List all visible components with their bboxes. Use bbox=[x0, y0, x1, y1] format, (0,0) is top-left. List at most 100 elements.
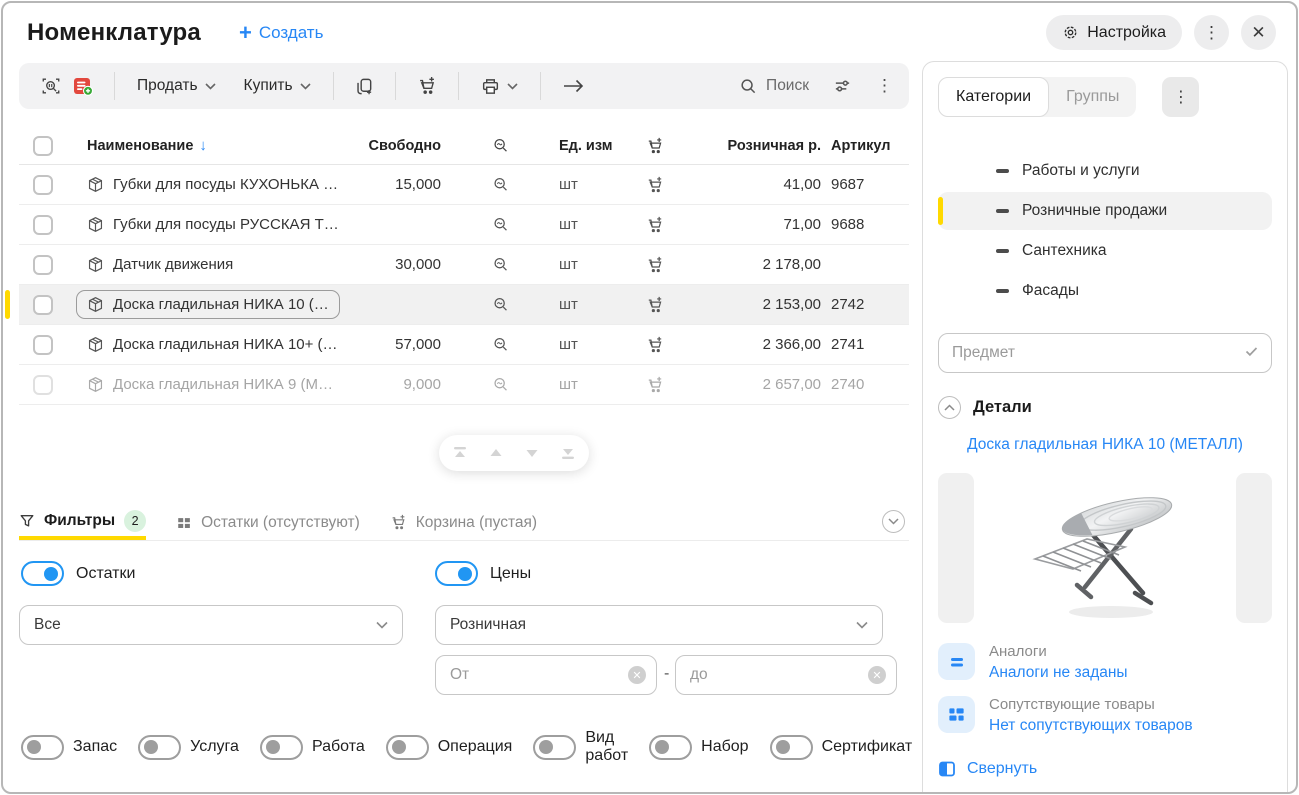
clear-icon[interactable]: ✕ bbox=[868, 666, 886, 684]
product-image[interactable] bbox=[974, 467, 1236, 629]
add-to-cart-icon[interactable] bbox=[625, 376, 685, 394]
category-label: Розничные продажи bbox=[1022, 202, 1168, 219]
sell-button[interactable]: Продать bbox=[130, 77, 223, 95]
toolbar-kebab-button[interactable]: ⋮ bbox=[876, 76, 893, 95]
package-icon bbox=[88, 377, 103, 392]
table-row[interactable]: Губки для посуды РУССКАЯ Т… шт 71,00 968… bbox=[19, 205, 909, 245]
price-to-input[interactable] bbox=[690, 666, 868, 684]
subject-select[interactable]: Предмет bbox=[938, 333, 1272, 373]
select-all-checkbox[interactable] bbox=[33, 135, 53, 156]
price-monitor-icon[interactable] bbox=[441, 216, 559, 233]
tab-groups[interactable]: Группы bbox=[1066, 88, 1120, 105]
column-retail[interactable]: Розничная р. bbox=[727, 137, 821, 154]
search-button[interactable]: Поиск bbox=[740, 77, 809, 95]
new-document-button[interactable] bbox=[67, 76, 99, 96]
settings-button[interactable]: Настройка bbox=[1046, 15, 1182, 50]
price-monitor-icon[interactable] bbox=[441, 256, 559, 273]
tab-filters[interactable]: Фильтры 2 bbox=[19, 505, 147, 540]
category-item[interactable]: Фасады bbox=[938, 272, 1272, 310]
go-first-icon[interactable] bbox=[446, 439, 474, 467]
row-checkbox[interactable] bbox=[33, 174, 53, 195]
table-row[interactable]: Датчик движения 30,000 шт 2 178,00 bbox=[19, 245, 909, 285]
copy-add-button[interactable] bbox=[349, 77, 380, 96]
stock-select[interactable]: Все bbox=[19, 605, 403, 645]
row-checkbox[interactable] bbox=[33, 334, 53, 355]
package-icon bbox=[88, 297, 103, 312]
tab-stock[interactable]: Остатки (отсутствуют) bbox=[176, 505, 360, 540]
type-toggle[interactable] bbox=[649, 734, 693, 760]
toolbar: Продать Купить bbox=[19, 63, 909, 109]
product-link[interactable]: Доска гладильная НИКА 10 (МЕТАЛЛ) bbox=[967, 436, 1243, 453]
category-item[interactable]: Сантехника bbox=[938, 232, 1272, 270]
table-row[interactable]: Губки для посуды КУХОНЬКА … 15,000 шт 41… bbox=[19, 165, 909, 205]
row-checkbox[interactable] bbox=[33, 214, 53, 235]
tab-cart[interactable]: Корзина (пустая) bbox=[390, 505, 537, 540]
related-goods-link[interactable]: Нет сопутствующих товаров bbox=[989, 717, 1193, 734]
price-monitor-icon[interactable] bbox=[441, 176, 559, 193]
gallery-prev-placeholder[interactable] bbox=[938, 473, 974, 623]
price-monitor-icon[interactable] bbox=[441, 336, 559, 353]
table-row[interactable]: Доска гладильная НИКА 10 (… шт 2 153,00 … bbox=[5, 285, 909, 325]
add-to-cart-icon[interactable] bbox=[625, 216, 685, 234]
panel-kebab-button[interactable]: ⋮ bbox=[1162, 77, 1200, 117]
package-icon bbox=[88, 337, 103, 352]
row-checkbox[interactable] bbox=[33, 254, 53, 275]
collapse-sidebar-button[interactable]: Свернуть bbox=[938, 760, 1272, 778]
price-monitor-icon[interactable] bbox=[441, 376, 559, 393]
gallery-next-placeholder[interactable] bbox=[1236, 473, 1272, 623]
column-price-monitor-icon[interactable] bbox=[441, 137, 559, 154]
type-toggle[interactable] bbox=[385, 734, 429, 760]
table-row[interactable]: Доска гладильная НИКА 9 (М… 9,000 шт 2 6… bbox=[19, 365, 909, 405]
add-to-cart-icon[interactable] bbox=[625, 176, 685, 194]
prices-toggle-label: Цены bbox=[490, 564, 532, 582]
category-item[interactable]: Розничные продажи bbox=[938, 192, 1272, 230]
type-toggle[interactable] bbox=[769, 734, 813, 760]
tab-categories[interactable]: Категории bbox=[938, 77, 1050, 117]
prices-toggle[interactable] bbox=[435, 561, 478, 586]
add-to-cart-icon[interactable] bbox=[625, 256, 685, 274]
header-kebab-button[interactable]: ⋮ bbox=[1194, 15, 1229, 50]
add-to-cart-icon[interactable] bbox=[625, 336, 685, 354]
type-toggle[interactable] bbox=[259, 734, 303, 760]
sort-desc-icon[interactable]: ↓ bbox=[199, 137, 207, 154]
create-button[interactable]: + Создать bbox=[239, 21, 323, 44]
go-prev-icon[interactable] bbox=[482, 439, 510, 467]
stock-toggle[interactable] bbox=[21, 561, 64, 586]
page-title: Номенклатура bbox=[27, 18, 201, 46]
category-label: Работы и услуги bbox=[1022, 162, 1140, 179]
sell-label: Продать bbox=[137, 77, 198, 94]
buy-button[interactable]: Купить bbox=[237, 77, 318, 95]
pager bbox=[439, 435, 589, 471]
column-sku[interactable]: Артикул bbox=[831, 137, 891, 154]
category-item[interactable]: Работы и услуги bbox=[938, 152, 1272, 190]
type-toggle[interactable] bbox=[21, 734, 64, 760]
price-type-select[interactable]: Розничная bbox=[435, 605, 883, 645]
add-to-cart-button[interactable] bbox=[411, 76, 443, 96]
package-icon bbox=[88, 217, 103, 232]
go-last-icon[interactable] bbox=[554, 439, 582, 467]
price-from-input[interactable] bbox=[450, 666, 628, 684]
analogs-link[interactable]: Аналоги не заданы bbox=[989, 664, 1128, 681]
type-toggle[interactable] bbox=[533, 734, 577, 760]
row-checkbox[interactable] bbox=[33, 294, 53, 315]
row-checkbox[interactable] bbox=[33, 374, 53, 395]
filter-button[interactable] bbox=[827, 77, 858, 96]
print-button[interactable] bbox=[474, 77, 525, 96]
column-name[interactable]: Наименование bbox=[87, 137, 194, 154]
package-icon bbox=[88, 257, 103, 272]
type-toggle[interactable] bbox=[138, 734, 182, 760]
table-row[interactable]: Доска гладильная НИКА 10+ (… 57,000 шт 2… bbox=[19, 325, 909, 365]
column-unit[interactable]: Ед. изм bbox=[559, 137, 613, 154]
column-free[interactable]: Свободно bbox=[368, 137, 442, 154]
collapse-details-icon[interactable] bbox=[938, 396, 961, 419]
type-toggle-label: Сертификат bbox=[821, 738, 913, 755]
price-monitor-icon[interactable] bbox=[441, 296, 559, 313]
column-cart-icon[interactable] bbox=[625, 137, 685, 155]
barcode-scan-button[interactable] bbox=[35, 76, 67, 96]
collapse-panel-icon[interactable] bbox=[882, 510, 905, 533]
forward-arrow-button[interactable] bbox=[556, 78, 591, 94]
go-next-icon[interactable] bbox=[518, 439, 546, 467]
clear-icon[interactable]: ✕ bbox=[628, 666, 646, 684]
close-button[interactable]: ✕ bbox=[1241, 15, 1276, 50]
add-to-cart-icon[interactable] bbox=[625, 296, 685, 314]
